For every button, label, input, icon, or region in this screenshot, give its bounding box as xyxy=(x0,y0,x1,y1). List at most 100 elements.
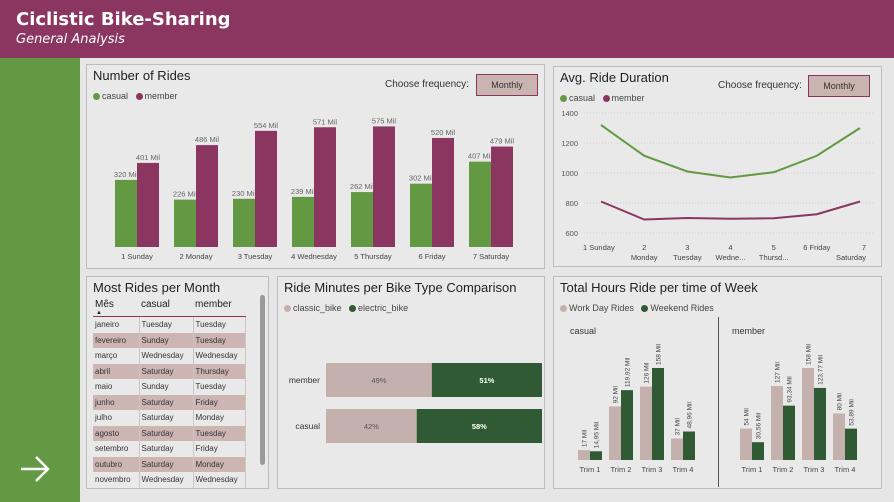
x-tick-label: 4 xyxy=(728,243,732,252)
data-label: 262 Mil xyxy=(350,182,375,191)
table-row[interactable]: maio Sunday Tuesday xyxy=(93,379,246,395)
bar-member xyxy=(491,146,513,247)
cell-month: janeiro xyxy=(93,316,140,333)
data-label: 554 Mil xyxy=(254,121,279,130)
cell-casual: Saturday xyxy=(139,363,194,379)
duration-panel: Avg. Ride Duration casual member Choose … xyxy=(553,66,882,267)
cell-casual: Saturday xyxy=(139,441,194,457)
table-row[interactable]: abril Saturday Thursday xyxy=(93,363,246,379)
table-row[interactable]: janeiro Tuesday Tuesday xyxy=(93,316,246,333)
cell-casual: Saturday xyxy=(139,456,194,472)
cell-month: fevereiro xyxy=(93,332,140,348)
y-category-label: member xyxy=(289,375,320,385)
legend-casual: casual xyxy=(93,91,128,101)
legend-casual: casual xyxy=(560,93,595,103)
data-label: 14,95 Mil xyxy=(594,421,601,448)
sidebar xyxy=(0,58,80,502)
table-row[interactable]: fevereiro Sunday Tuesday xyxy=(93,332,246,348)
facet-label-casual: casual xyxy=(570,326,596,336)
rides-legend: casual member xyxy=(93,91,183,101)
cell-casual: Tuesday xyxy=(139,316,194,333)
column-header-member[interactable]: member xyxy=(193,297,245,317)
x-tick-label: 2 xyxy=(642,243,646,252)
y-tick-label: 1400 xyxy=(561,109,578,118)
table-row[interactable]: março Wednesday Wednesday xyxy=(93,348,246,364)
duration-frequency-label: Choose frequency: xyxy=(718,80,802,91)
x-tick-label: Trim 4 xyxy=(835,465,856,474)
legend-weekend-rides: Weekend Rides xyxy=(641,303,714,313)
line-casual xyxy=(600,124,861,179)
legend-electric-bike: electric_bike xyxy=(349,303,408,313)
data-label: 230 Mil xyxy=(232,189,257,198)
hours-panel-title: Total Hours Ride per time of Week xyxy=(560,280,758,295)
column-header-month[interactable]: Mês xyxy=(93,297,139,317)
table-row[interactable]: junho Saturday Friday xyxy=(93,394,246,410)
bar-casual xyxy=(115,179,137,247)
x-tick-label: 3 xyxy=(685,243,689,252)
bike-stacked-bar-chart: member 49% 51% casual 42% 58% xyxy=(289,363,542,443)
rides-panel: Number of Rides casual member Choose fre… xyxy=(86,64,545,269)
data-label: 92 Mil xyxy=(613,386,620,404)
rides-panel-title: Number of Rides xyxy=(93,68,191,83)
table-row[interactable]: outubro Saturday Monday xyxy=(93,456,246,472)
cell-member: Tuesday xyxy=(193,379,246,395)
legend-member: member xyxy=(602,93,645,103)
bar-work-day-rides xyxy=(833,413,845,460)
cell-casual: Saturday xyxy=(139,394,194,410)
cell-month: julho xyxy=(93,410,140,426)
data-label: 226 Mil xyxy=(173,190,198,199)
cell-casual: Sunday xyxy=(139,379,194,395)
bar-electric_bike xyxy=(416,409,542,443)
data-label: 30,56 Mil xyxy=(756,412,763,439)
x-tick-label: Wedne... xyxy=(716,253,746,262)
x-tick-label: 1 Sunday xyxy=(583,243,615,252)
x-tick-label: 7 Saturday xyxy=(473,252,510,261)
month-table-scrollbar[interactable] xyxy=(260,295,265,465)
data-label: 575 Mil xyxy=(372,116,397,125)
x-tick-label: Trim 3 xyxy=(804,465,825,474)
bar-classic_bike xyxy=(326,363,432,397)
duration-legend: casual member xyxy=(560,93,650,103)
bar-weekend-rides xyxy=(814,387,826,460)
x-tick-label: 3 Tuesday xyxy=(238,252,273,261)
data-label: 42% xyxy=(364,422,379,431)
table-row[interactable]: agosto Saturday Tuesday xyxy=(93,425,246,441)
bar-electric_bike xyxy=(431,363,542,397)
cell-member: Thursday xyxy=(193,363,246,379)
month-panel: Most Rides per Month ▲ Mês casual member… xyxy=(86,276,269,489)
table-row[interactable]: novembro Wednesday Wednesday xyxy=(93,472,246,488)
cell-member: Friday xyxy=(193,441,246,457)
duration-frequency-select[interactable]: Monthly xyxy=(808,75,870,97)
x-tick-label: 4 Wednesday xyxy=(291,252,337,261)
table-row[interactable]: julho Saturday Monday xyxy=(93,410,246,426)
data-label: 17 Mil xyxy=(582,429,589,447)
cell-member: Tuesday xyxy=(193,316,246,333)
y-tick-label: 600 xyxy=(565,229,578,238)
table-row[interactable]: setembro Saturday Friday xyxy=(93,441,246,457)
column-header-casual[interactable]: casual xyxy=(139,297,193,317)
data-label: 479 Mil xyxy=(490,137,515,146)
bar-work-day-rides xyxy=(578,450,590,460)
facet-label-member: member xyxy=(732,326,765,336)
bar-member xyxy=(432,137,454,247)
cell-member: Friday xyxy=(193,394,246,410)
data-label: 158 Mil xyxy=(656,343,663,365)
cell-casual: Wednesday xyxy=(139,472,194,488)
data-label: 486 Mil xyxy=(195,135,220,144)
cell-member: Tuesday xyxy=(193,332,246,348)
bar-casual xyxy=(174,199,196,247)
cell-casual: Sunday xyxy=(139,332,194,348)
x-tick-label: 6 Friday xyxy=(418,252,445,261)
x-tick-label: Thursd... xyxy=(759,253,789,262)
bar-member xyxy=(196,145,218,247)
data-label: 93,34 Mil xyxy=(787,376,794,403)
data-label: 126 Mil xyxy=(644,362,651,384)
arrow-right-icon[interactable] xyxy=(18,452,52,486)
rides-frequency-select[interactable]: Monthly xyxy=(476,74,538,96)
data-label: 302 Mil xyxy=(409,174,434,183)
legend-classic-bike: classic_bike xyxy=(284,303,342,313)
x-tick-label: Trim 4 xyxy=(673,465,694,474)
bar-weekend-rides xyxy=(845,428,857,460)
bar-member xyxy=(255,130,277,247)
data-label: 37 Mil xyxy=(675,418,682,436)
